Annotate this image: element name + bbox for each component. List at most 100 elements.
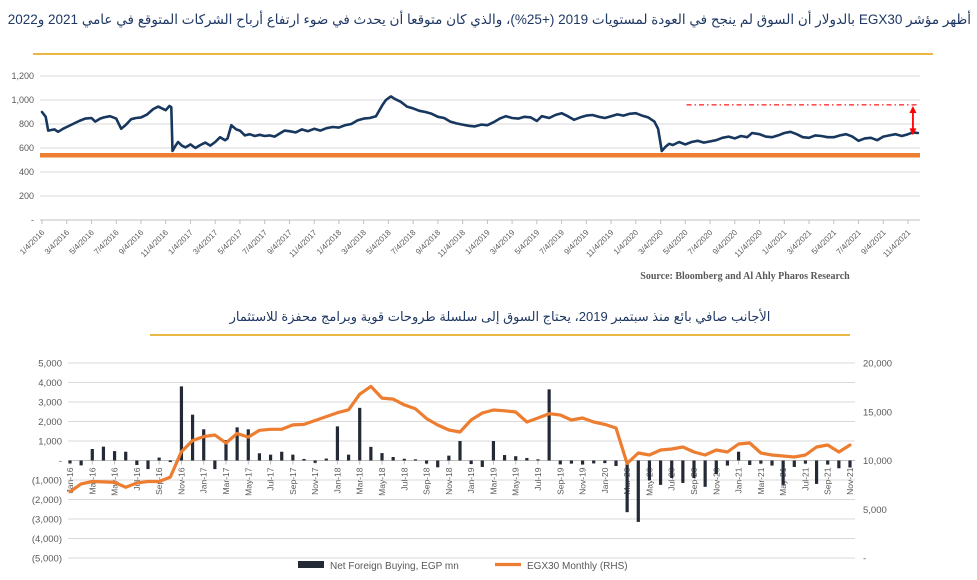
x-axis-tick-label: 7/4/2020 — [686, 228, 715, 257]
x-axis-tick-label: 11/4/2016 — [139, 228, 170, 259]
x-axis-tick-label: Nov-17 — [310, 467, 320, 495]
bar — [748, 460, 752, 465]
x-axis-tick-label: 1/4/2021 — [760, 228, 789, 257]
arrow-head-up — [909, 106, 917, 113]
bar — [213, 460, 217, 470]
bar — [424, 460, 429, 464]
bar — [692, 460, 696, 479]
left-axis-tick-label: 4,000 — [38, 378, 62, 389]
x-axis-tick-label: 5/4/2016 — [68, 228, 97, 257]
x-axis-tick-label: Nov-20 — [711, 467, 721, 495]
left-axis-tick-label: 3,000 — [38, 398, 62, 409]
x-axis-tick-label: Sep-21 — [823, 467, 833, 495]
x-axis-tick-label: 1/4/2017 — [166, 228, 195, 257]
bar — [803, 460, 808, 464]
x-axis-tick-label: 7/4/2018 — [389, 228, 418, 257]
x-axis-tick-label: Sep-17 — [288, 467, 298, 495]
bottom-chart-title: الأجانب صافي بائع منذ سبتمبر 2019، يحتاج… — [229, 309, 771, 324]
bar — [614, 460, 618, 466]
bar — [436, 460, 440, 468]
bar — [413, 459, 418, 461]
x-axis-tick-label: 7/4/2016 — [92, 228, 121, 257]
source-note: Source: Bloomberg and Al Ahly Pharos Res… — [640, 271, 850, 282]
right-axis-tick-label: 10,000 — [863, 456, 892, 467]
x-axis-tick-label: 3/4/2021 — [785, 228, 814, 257]
x-axis-tick-label: Jan-16 — [65, 467, 75, 493]
x-axis-tick-label: Nov-21 — [845, 467, 855, 495]
bottom-x-axis: Jan-16 Mar-16 May-16 Jul-16 Sep-16 Nov-16 Jan-… — [65, 460, 855, 496]
x-axis-tick-label: Sep-19 — [555, 467, 565, 495]
bar — [369, 446, 373, 461]
x-axis-tick-label: 5/4/2020 — [661, 228, 690, 257]
x-axis-tick-label: Nov-19 — [578, 467, 588, 495]
bar — [837, 460, 841, 469]
x-axis-tick-label: 5/4/2021 — [810, 228, 839, 257]
x-axis-tick-label: Mar-18 — [355, 467, 365, 494]
bar — [792, 460, 796, 467]
left-axis-tick-label: 2,000 — [38, 417, 62, 428]
egx30-usd-svg: -2004006008001,0001,2001/4/20163/4/20165… — [11, 71, 920, 259]
x-axis-tick-label: Jan-20 — [600, 467, 610, 493]
bar — [291, 454, 295, 461]
x-axis-tick-label: 3/4/2016 — [43, 228, 72, 257]
x-axis-tick-label: 11/4/2017 — [287, 228, 318, 259]
y-axis-tick-label: 1,200 — [11, 71, 34, 81]
bar — [625, 460, 629, 513]
bar — [302, 458, 306, 461]
x-axis-tick-label: 1/4/2019 — [463, 228, 492, 257]
y-axis-tick-label: 400 — [19, 167, 34, 177]
left-axis-tick-label: (1,000) — [32, 476, 62, 487]
left-axis-tick-label: 1,000 — [38, 437, 62, 448]
foreign-buying-chart: 5,000 4,000 3,000 2,000 1,000 - (1,000) (2,000)… — [0, 350, 977, 580]
x-axis-tick-label: Sep-18 — [422, 467, 432, 495]
bar — [224, 440, 228, 461]
bar — [246, 429, 250, 461]
top-chart-title: أظهر مؤشر EGX30 بالدولار أن السوق لم ينج… — [7, 12, 971, 27]
y-axis-tick-label: 800 — [19, 119, 34, 129]
x-axis-tick-label: May-18 — [377, 467, 387, 496]
bar — [202, 429, 206, 461]
bar — [781, 460, 785, 485]
bar — [168, 460, 172, 463]
bar — [68, 460, 72, 464]
x-axis-tick-label: Mar-21 — [756, 467, 766, 494]
left-axis-tick-label: - — [59, 456, 62, 467]
x-axis-tick-label: Jul-21 — [800, 467, 810, 490]
bar — [714, 460, 718, 475]
right-axis-tick-label: - — [863, 554, 866, 565]
arrow-head-down — [909, 128, 917, 136]
x-axis-tick-label: Jan-21 — [734, 467, 744, 493]
bar — [491, 441, 496, 461]
x-axis-tick-label: 3/4/2017 — [191, 228, 220, 257]
bar — [480, 460, 484, 467]
left-axis-tick-label: 5,000 — [38, 359, 62, 370]
bar — [592, 460, 596, 464]
x-axis-tick-label: 3/4/2018 — [340, 228, 369, 257]
bar — [380, 453, 384, 461]
bar — [135, 460, 139, 465]
bar — [324, 458, 328, 461]
bar — [335, 426, 340, 461]
right-axis-tick-label: 20,000 — [863, 359, 892, 370]
x-axis-tick-label: Nov-16 — [176, 467, 186, 495]
x-axis-tick-label: Jul-19 — [533, 467, 543, 490]
x-axis-tick-label: 5/4/2018 — [364, 228, 393, 257]
y-axis-tick-label: 200 — [19, 191, 34, 201]
bar — [536, 459, 540, 461]
bar — [514, 456, 518, 461]
egx30-usd-chart: -200 400 600 800 1,000 1,200 1/4/2016 3/4/2016 5… — [0, 62, 977, 267]
bar — [458, 441, 462, 461]
bar — [658, 460, 663, 485]
bar — [814, 460, 819, 484]
bar — [603, 460, 607, 464]
x-axis-tick-label: 1/4/2016 — [18, 228, 47, 257]
bar — [759, 460, 763, 464]
top-x-axis: 1/4/20163/4/20165/4/20167/4/20169/4/2016… — [18, 220, 913, 259]
bar — [346, 454, 351, 461]
bar — [79, 460, 83, 466]
x-axis-tick-label: May-17 — [243, 467, 253, 496]
legend-bar-swatch — [298, 561, 324, 568]
bar — [179, 386, 184, 461]
x-axis-tick-label: 5/4/2019 — [513, 228, 542, 257]
bar — [580, 460, 585, 465]
